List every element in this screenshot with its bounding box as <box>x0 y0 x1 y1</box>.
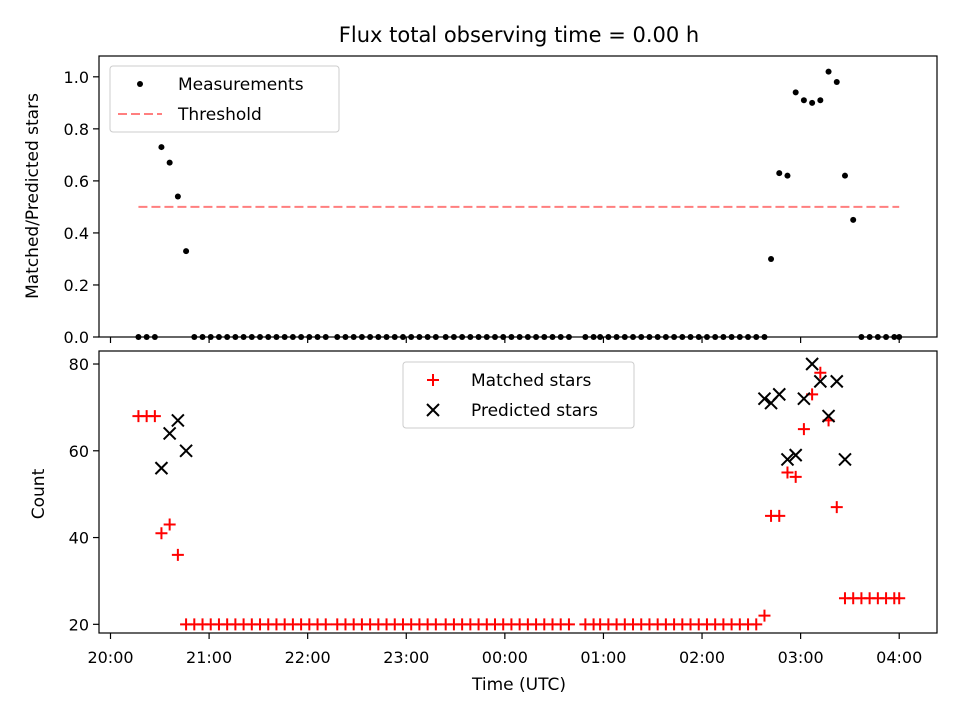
axes-frame <box>98 350 938 634</box>
predicted-stars-point <box>179 444 193 458</box>
x-tick-label: 04:00 <box>876 648 922 667</box>
measurement-point <box>817 97 824 104</box>
y-axis-label-ratio: Matched/Predicted stars <box>23 93 43 299</box>
measurement-point <box>166 159 173 166</box>
y-tick-label: 60 <box>69 442 89 461</box>
x-tick-label: 22:00 <box>285 648 331 667</box>
y-tick-label: 20 <box>69 615 89 634</box>
x-tick-label: 23:00 <box>383 648 429 667</box>
predicted-stars-point <box>757 392 772 406</box>
matched-stars-point <box>893 592 906 605</box>
y-tick-label: 0.2 <box>64 276 89 295</box>
predicted-stars-point <box>821 409 836 423</box>
legend-label: Threshold <box>177 105 262 125</box>
y-tick-label: 0.8 <box>64 120 89 139</box>
matched-stars-point <box>163 518 176 531</box>
measurement-point <box>850 216 857 223</box>
x-tick-label: 20:00 <box>87 648 133 667</box>
legend: Matched stars Predicted stars <box>402 361 635 429</box>
legend-label: Matched stars <box>471 371 591 391</box>
y-axis-label-count: Count <box>29 468 49 519</box>
ratio-panel: 0.0 0.2 0.4 0.6 0.8 1.0 Measurements Threshold <box>64 55 938 347</box>
predicted-stars-point <box>772 387 786 402</box>
matched-stars-point <box>750 618 763 631</box>
y-tick-label: 1.0 <box>64 68 89 87</box>
y-tick-label: 40 <box>69 529 89 548</box>
matched-stars-point <box>781 466 794 479</box>
measurement-point <box>809 99 816 106</box>
legend-box <box>109 65 340 133</box>
predicted-stars-point <box>813 374 828 389</box>
legend-marker-x <box>426 403 440 417</box>
measurement-point <box>158 144 165 151</box>
measurement-point <box>841 172 848 179</box>
legend-label: Predicted stars <box>471 401 598 421</box>
matched-stars-point <box>155 527 168 540</box>
predicted-stars-point <box>171 413 185 428</box>
measurement-point <box>174 193 181 200</box>
matched-stars-point <box>773 509 786 522</box>
measurement-point <box>784 172 791 179</box>
x-tick-label: 00:00 <box>482 648 528 667</box>
predicted-stars-point <box>797 392 811 406</box>
x-tick-label: 01:00 <box>580 648 626 667</box>
legend: Measurements Threshold <box>109 65 340 133</box>
axes-frame <box>98 55 938 338</box>
predicted-stars-point <box>788 448 803 462</box>
matched-stars-point <box>830 501 843 514</box>
predicted-stars-point <box>805 357 819 371</box>
measurement-point <box>800 97 807 104</box>
predicted-stars-point <box>830 374 844 389</box>
predicted-stars-point <box>162 426 177 441</box>
x-tick-label: 02:00 <box>679 648 725 667</box>
measurement-point <box>183 248 190 255</box>
matched-stars-point <box>148 410 161 423</box>
y-tick-label: 0.0 <box>64 328 89 347</box>
legend-marker-plus <box>427 374 439 386</box>
matched-stars-point <box>758 609 771 622</box>
measurement-point <box>792 89 799 96</box>
predicted-stars-point <box>838 452 852 467</box>
y-tick-label: 0.6 <box>64 172 89 191</box>
y-tick-label: 0.4 <box>64 224 89 243</box>
matched-stars-point <box>789 470 802 483</box>
matched-stars-point <box>562 618 575 631</box>
legend-label: Measurements <box>178 75 304 95</box>
measurement-point <box>776 170 783 177</box>
x-tick-label: 03:00 <box>778 648 824 667</box>
measurement-point <box>825 68 832 75</box>
y-tick-label: 80 <box>69 355 89 374</box>
x-tick-label: 21:00 <box>186 648 232 667</box>
predicted-stars-point <box>154 461 169 475</box>
count-panel: 20 40 60 80 20:00 21:00 22:00 23:00 00:00 01:00 02… <box>69 350 938 667</box>
measurement-point <box>833 79 840 86</box>
legend-marker-dot <box>137 81 143 87</box>
x-axis-label: Time (UTC) <box>471 675 566 695</box>
matched-stars-point <box>814 366 827 379</box>
figure-title: Flux total observing time = 0.00 h <box>339 23 699 47</box>
legend-box <box>402 361 635 429</box>
matched-stars-point <box>797 423 810 436</box>
matched-stars-point <box>319 618 332 631</box>
predicted-stars-point <box>780 452 795 467</box>
measurement-point <box>768 255 775 262</box>
matched-stars-point <box>171 548 184 561</box>
